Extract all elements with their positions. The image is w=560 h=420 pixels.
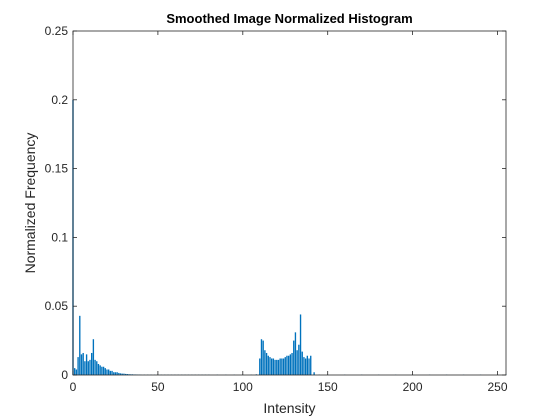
- histogram-bar: [289, 354, 292, 375]
- histogram-bar: [313, 372, 315, 375]
- histogram-bar: [293, 340, 295, 375]
- histogram-bar: [106, 369, 108, 375]
- y-axis-ticks: 0 0.05 0.1 0.15 0.2 0.25: [45, 24, 506, 382]
- histogram-bar: [89, 359, 91, 375]
- histogram-bar: [119, 373, 122, 375]
- histogram-bar: [96, 361, 98, 375]
- plot-background: [73, 31, 506, 375]
- histogram-bar: [298, 344, 300, 375]
- histogram-bar: [281, 358, 283, 375]
- y-tick-label: 0.2: [51, 93, 68, 107]
- histogram-bar: [304, 358, 307, 375]
- histogram-bar: [272, 358, 275, 375]
- histogram-bar: [104, 368, 106, 375]
- histogram-bar: [270, 358, 273, 375]
- x-axis-label: Intensity: [263, 400, 315, 416]
- histogram-bar: [287, 355, 290, 375]
- histogram-bar: [94, 359, 96, 375]
- histogram-bar: [124, 373, 127, 375]
- histogram-bar: [306, 355, 309, 375]
- y-tick-label: 0: [61, 368, 68, 382]
- histogram-bar: [102, 366, 105, 375]
- histogram-bar: [296, 350, 298, 375]
- histogram-bar: [82, 352, 84, 375]
- chart-title: Smoothed Image Normalized Histogram: [166, 11, 412, 26]
- y-tick-label: 0.1: [51, 230, 68, 244]
- histogram-bar: [109, 370, 112, 375]
- histogram-bar: [101, 366, 103, 375]
- histogram-bar: [301, 351, 303, 375]
- x-tick-label: 0: [70, 380, 77, 394]
- histogram-bar: [277, 359, 280, 375]
- histogram-bar: [260, 339, 263, 375]
- histogram-bar: [310, 355, 312, 375]
- histogram-bar: [286, 355, 288, 375]
- histogram-bar: [79, 315, 81, 375]
- histogram-bar: [114, 372, 117, 375]
- x-tick-label: 100: [233, 380, 253, 394]
- histogram-bar: [107, 369, 110, 375]
- histogram-bar: [113, 372, 115, 375]
- x-tick-label: 50: [151, 380, 165, 394]
- x-tick-label: 250: [487, 380, 507, 394]
- x-tick-label: 200: [403, 380, 423, 394]
- histogram-bar: [87, 361, 89, 375]
- histogram-bar: [267, 355, 269, 375]
- x-tick-label: 150: [318, 380, 338, 394]
- y-tick-label: 0.25: [45, 24, 69, 38]
- histogram-bar: [294, 332, 297, 375]
- histogram-bar: [75, 369, 78, 375]
- histogram-bar: [84, 361, 86, 375]
- histogram-bar: [259, 358, 261, 375]
- histogram-bar: [276, 359, 278, 375]
- histogram-bar: [80, 354, 83, 375]
- y-axis-label: Normalized Frequency: [22, 133, 38, 274]
- histogram-bar: [284, 357, 286, 375]
- histogram-bar: [262, 340, 264, 375]
- histogram-bar: [291, 352, 293, 375]
- histogram-bar: [118, 372, 120, 375]
- histogram-bar: [85, 354, 88, 375]
- histogram-bar: [274, 359, 276, 375]
- histogram-bar: [121, 373, 123, 375]
- histogram-bar: [303, 357, 305, 375]
- histogram-bar: [116, 372, 118, 375]
- histogram-bar: [279, 358, 281, 375]
- histogram-bar: [77, 357, 79, 375]
- histogram-bar: [126, 374, 129, 375]
- histogram-bar: [308, 358, 310, 375]
- histogram-bar: [111, 370, 113, 375]
- histogram-bar: [282, 358, 285, 375]
- histogram-bar: [265, 352, 268, 375]
- histogram-bar: [99, 365, 101, 375]
- x-axis-ticks: 0 50 100 150 200 250: [70, 31, 508, 394]
- histogram-bar: [269, 357, 271, 375]
- histogram-bar: [74, 368, 76, 375]
- histogram-bar: [92, 339, 95, 375]
- histogram-bar: [264, 350, 266, 375]
- histogram-bar: [123, 373, 125, 375]
- histogram-bar: [97, 363, 100, 375]
- plot-box: [72, 30, 507, 376]
- histogram-bar: [91, 352, 93, 375]
- histogram-bar: [128, 374, 130, 375]
- y-tick-label: 0.05: [45, 299, 69, 313]
- histogram-bar: [299, 314, 302, 375]
- y-tick-label: 0.15: [45, 162, 69, 176]
